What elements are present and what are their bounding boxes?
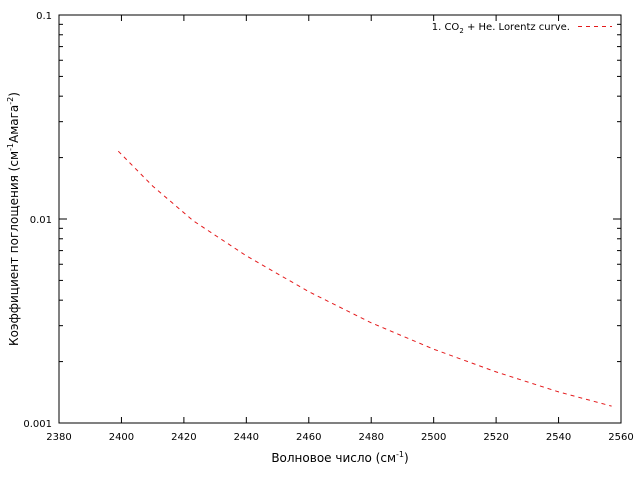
legend-label-subscript: 2: [459, 27, 463, 35]
x-tick-label: 2400: [109, 432, 134, 443]
x-axis: 2380 2400 2420 2440 2460 2480 2500 2520 2540 2560: [46, 15, 634, 443]
y-axis-label-text: Коэффициент поглощения (см: [7, 151, 21, 346]
y-tick-label: 0.001: [23, 419, 52, 430]
x-axis-label: Волновое число (см-1): [271, 450, 408, 465]
plot-border: [58, 14, 622, 424]
x-tick-label: 2460: [296, 432, 321, 443]
x-tick-label: 2520: [483, 432, 508, 443]
legend-label-rest: + He. Lorentz curve.: [464, 22, 570, 33]
x-tick-label: 2500: [421, 432, 446, 443]
x-tick-label: 2380: [46, 432, 71, 443]
x-tick-label: 2480: [358, 432, 383, 443]
legend: 1. CO2 + He. Lorentz curve.: [432, 22, 612, 35]
y-tick-label: 0.1: [36, 11, 52, 22]
x-axis-label-close: ): [404, 451, 409, 465]
x-tick-label: 2560: [608, 432, 633, 443]
y-axis-label-unit: Амага: [7, 105, 21, 143]
plot-frame: [58, 14, 622, 424]
x-tick-label: 2540: [546, 432, 571, 443]
x-axis-label-exponent: -1: [396, 450, 404, 459]
x-axis-label-text: Волновое число (см: [271, 451, 396, 465]
y-axis-label-exponent-1: -1: [6, 143, 15, 151]
y-axis-label-close: ): [7, 92, 21, 97]
x-tick-label: 2440: [234, 432, 259, 443]
legend-label-text: 1. CO: [432, 22, 460, 33]
series-layer: [117, 150, 612, 407]
legend-label: 1. CO2 + He. Lorentz curve.: [432, 22, 570, 35]
y-axis: 0.001 0.01 0.1: [23, 11, 621, 430]
y-axis-label: Коэффициент поглощения (см-1Амага-2): [6, 92, 21, 346]
series-line: [117, 150, 612, 407]
y-axis-label-exponent-2: -2: [6, 97, 15, 105]
y-tick-label: 0.01: [30, 215, 52, 226]
x-tick-label: 2420: [171, 432, 196, 443]
